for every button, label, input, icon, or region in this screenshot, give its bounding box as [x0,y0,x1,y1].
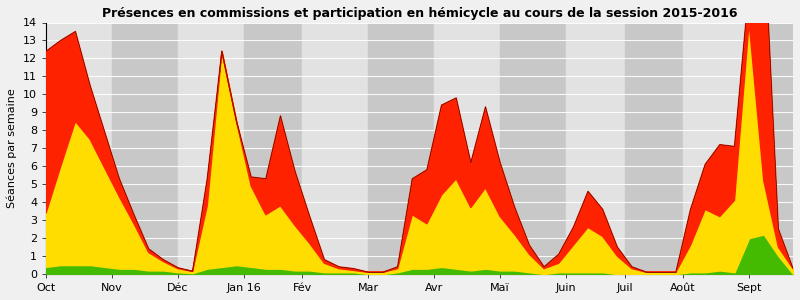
Bar [244,22,302,274]
Title: Présences en commissions et participation en hémicycle au cours de la session 20: Présences en commissions et participatio… [102,7,738,20]
Bar [112,22,178,274]
Bar [683,22,749,274]
Bar [749,22,800,274]
Bar [566,22,625,274]
Bar [178,22,244,274]
Y-axis label: Séances par semaine: Séances par semaine [7,88,18,208]
Bar [302,22,368,274]
Bar [500,22,566,274]
Bar [434,22,500,274]
Bar [625,22,683,274]
Bar [368,22,434,274]
Bar [46,22,112,274]
